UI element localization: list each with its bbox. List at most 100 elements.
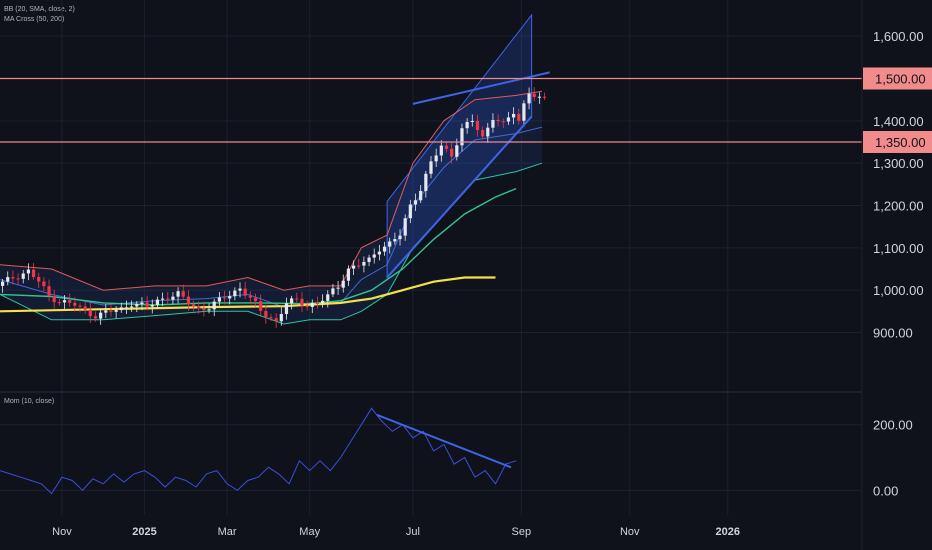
candle-body: [450, 148, 454, 157]
candle-body: [57, 302, 61, 304]
candle-body: [393, 239, 397, 242]
candle-body: [315, 302, 320, 304]
candle-body: [491, 119, 495, 128]
candle-body: [186, 296, 191, 305]
candle-body: [290, 298, 294, 304]
candle-body: [429, 161, 433, 174]
main-chart[interactable]: [0, 13, 862, 328]
bb-indicator-label[interactable]: BB (20, SMA, close, 2): [4, 6, 75, 13]
candle-body: [6, 277, 10, 282]
candle-body: [248, 295, 252, 298]
candle-body: [527, 93, 531, 104]
candle-body: [413, 200, 418, 205]
candle-body: [501, 121, 505, 123]
time-tick-label: 2025: [132, 526, 156, 538]
price-axis-label: 1,400.00: [873, 114, 924, 129]
candle-body: [21, 273, 25, 279]
candle-body: [31, 269, 36, 278]
candle-body: [93, 316, 98, 319]
candle-body: [155, 299, 160, 305]
candle-body: [310, 302, 314, 307]
momentum-indicator-label[interactable]: Mom (10, close): [4, 398, 55, 405]
candle-body: [341, 280, 345, 288]
right-axis[interactable]: 1,600.00 1,500.00 1,400.00 1,350.00 1,300.00…: [861, 0, 932, 550]
candle-body: [470, 120, 474, 123]
candle-body: [295, 298, 299, 300]
candle-body: [326, 294, 330, 301]
candle-body: [114, 310, 118, 312]
candle-body: [321, 300, 325, 304]
candle-body: [511, 113, 516, 118]
momentum-chart[interactable]: [0, 407, 517, 495]
candle-body: [362, 261, 366, 266]
candle-body: [62, 300, 67, 303]
candle-body: [181, 291, 185, 297]
time-tick-label: Nov: [52, 526, 72, 538]
price-axis-label: 1,300.00: [873, 156, 924, 171]
grid: [0, 0, 862, 515]
candle-body: [336, 287, 340, 289]
price-level-badge: [863, 130, 932, 153]
candle-body: [42, 281, 46, 287]
candle-body: [403, 218, 407, 236]
momentum-trendline: [376, 413, 512, 469]
candle-body: [496, 119, 500, 122]
candle-body: [0, 281, 5, 286]
time-tick-label: Mar: [218, 526, 237, 538]
candle-body: [455, 145, 459, 157]
candle-body: [486, 127, 490, 137]
candle-body: [434, 155, 438, 162]
candle-body: [475, 120, 480, 131]
candle-body: [104, 310, 108, 313]
support-trendline: [386, 115, 533, 279]
price-level-badge: [863, 67, 932, 90]
candle-body: [465, 122, 469, 129]
candle-body: [377, 251, 381, 255]
candle-body: [367, 257, 371, 262]
candle-body: [279, 313, 283, 322]
candle-body: [419, 190, 423, 201]
price-axis-label: 1,100.00: [873, 241, 924, 256]
candle-body: [83, 306, 87, 310]
candle-body: [274, 318, 278, 322]
ma200-line: [0, 276, 496, 313]
bb-upper-line: [0, 90, 543, 291]
time-tick-label: Sep: [512, 526, 532, 538]
candle-body: [207, 309, 211, 311]
candle-body: [331, 288, 335, 295]
ma-indicator-label[interactable]: MA Cross (50, 200): [4, 16, 65, 23]
price-axis-label: 900.00: [873, 325, 913, 340]
candle-body: [222, 297, 227, 299]
candle-body: [346, 268, 351, 281]
price-axis-label: 1,600.00: [873, 29, 924, 44]
candle-body: [264, 310, 268, 318]
candle-body: [481, 130, 485, 137]
candle-body: [305, 305, 309, 307]
candle-body: [135, 304, 139, 307]
time-tick-label: Nov: [620, 526, 640, 538]
candle-body: [150, 304, 154, 307]
candle-body: [388, 241, 392, 247]
candle-body: [351, 265, 356, 269]
candle-body: [160, 298, 165, 300]
candle-body: [517, 113, 521, 121]
time-axis[interactable]: Nov 2025 Mar May Jul Sep Nov 2026: [52, 526, 740, 538]
candle-body: [176, 291, 180, 297]
candle-body: [212, 301, 216, 310]
candle-body: [124, 307, 129, 309]
candle-body: [52, 295, 56, 303]
candle-body: [47, 286, 51, 296]
candle-body: [460, 128, 464, 146]
candle-body: [140, 302, 144, 305]
candle-body: [532, 93, 536, 98]
candle-body: [300, 298, 304, 306]
candle-body: [243, 288, 247, 296]
time-tick-label: May: [299, 526, 320, 538]
candle-body: [444, 145, 449, 149]
candle-body: [191, 304, 196, 307]
candle-body: [398, 235, 402, 240]
price-level-badge-label: 1,500.00: [875, 71, 926, 86]
candle-body: [26, 269, 30, 274]
momentum-axis-label: 200.00: [873, 418, 913, 433]
